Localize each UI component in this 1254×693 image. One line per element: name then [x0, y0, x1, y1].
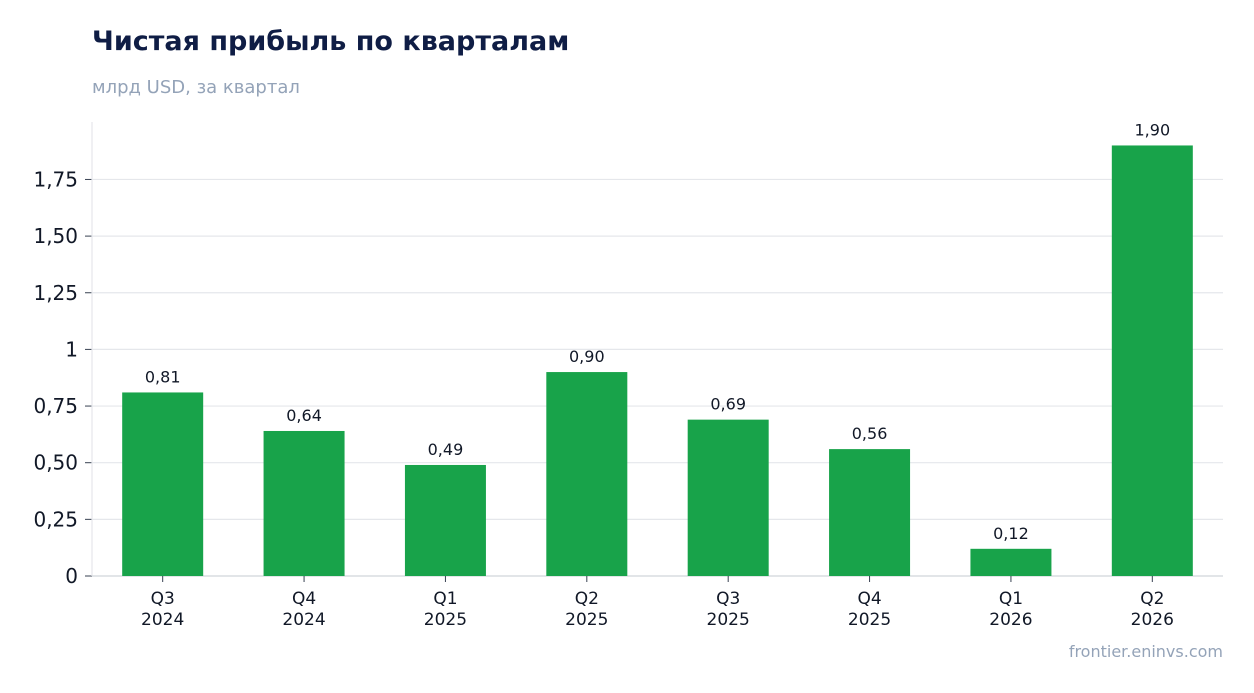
data-label: 0,81	[145, 367, 181, 386]
bar	[1111, 145, 1193, 576]
x-tick-label-quarter: Q3	[151, 589, 175, 609]
y-tick-label: 1	[65, 337, 78, 361]
bar	[122, 392, 204, 576]
data-label: 0,90	[569, 347, 605, 366]
x-tick-label-quarter: Q4	[857, 589, 881, 609]
bar	[829, 449, 911, 576]
x-tick-label-quarter: Q4	[292, 589, 316, 609]
gridlines	[92, 178, 1223, 520]
x-tick-label-year: 2024	[141, 610, 184, 630]
data-label: 0,49	[428, 440, 464, 459]
bar	[970, 548, 1052, 576]
y-tick-label: 1,25	[33, 281, 78, 305]
source-credit: frontier.eninvs.com	[1068, 642, 1223, 661]
data-label: 0,12	[993, 524, 1029, 543]
x-tick-label-quarter: Q3	[716, 589, 740, 609]
data-label: 0,56	[852, 424, 888, 443]
y-tick-label: 0,75	[33, 394, 78, 418]
x-tick-label-year: 2026	[989, 610, 1032, 630]
x-tick-label-year: 2026	[1131, 610, 1174, 630]
x-tick-label-year: 2024	[282, 610, 325, 630]
x-tick-label-year: 2025	[565, 610, 608, 630]
bars	[122, 145, 1193, 576]
x-tick-label-quarter: Q2	[1140, 589, 1164, 609]
x-tick-label-quarter: Q2	[575, 589, 599, 609]
x-tick-label-year: 2025	[848, 610, 891, 630]
data-label: 0,64	[286, 406, 322, 425]
y-tick-label: 1,50	[33, 224, 78, 248]
bar	[546, 372, 628, 576]
y-tick-label: 1,75	[33, 167, 78, 191]
labels: 00,250,500,7511,251,501,750,81Q320240,64…	[33, 120, 1173, 630]
y-tick-label: 0,25	[33, 507, 78, 531]
bar	[404, 464, 486, 576]
data-label: 1,90	[1135, 120, 1171, 139]
bar	[263, 430, 345, 576]
y-tick-label: 0,50	[33, 451, 78, 475]
chart-subtitle: млрд USD, за квартал	[92, 77, 300, 98]
y-tick-label: 0	[65, 564, 78, 588]
x-tick-label-year: 2025	[424, 610, 467, 630]
x-tick-label-quarter: Q1	[433, 589, 457, 609]
axes	[85, 122, 1223, 582]
bar	[687, 419, 769, 576]
data-label: 0,69	[710, 395, 746, 414]
chart-title: Чистая прибыль по кварталам	[92, 26, 570, 57]
x-tick-label-quarter: Q1	[999, 589, 1023, 609]
x-tick-label-year: 2025	[707, 610, 750, 630]
